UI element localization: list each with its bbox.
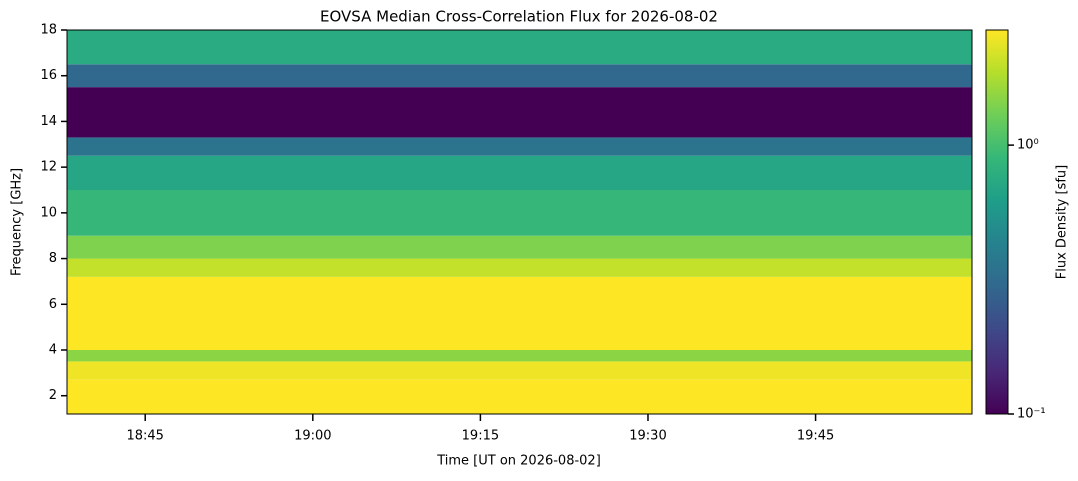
y-tick-label: 10 <box>40 205 57 220</box>
y-tick-label: 2 <box>49 388 57 403</box>
heatmap-cell <box>67 258 972 277</box>
colorbar-label: Flux Density [sfu] <box>1055 165 1070 279</box>
y-tick-label: 16 <box>40 68 57 83</box>
y-tick-label: 8 <box>49 251 57 266</box>
colorbar-tick-label: 10⁻¹ <box>1017 407 1046 422</box>
x-tick-label: 19:45 <box>797 429 834 444</box>
heatmap-cell <box>67 190 972 236</box>
y-tick-label: 12 <box>40 160 57 175</box>
chart-title: EOVSA Median Cross-Correlation Flux for … <box>320 8 718 26</box>
heatmap-cell <box>67 30 972 65</box>
x-tick-label: 19:30 <box>629 429 666 444</box>
y-tick-label: 18 <box>40 23 57 38</box>
colorbar <box>985 29 1009 415</box>
x-tick-label: 19:00 <box>294 429 331 444</box>
x-tick-label: 19:15 <box>462 429 499 444</box>
colorbar-tick-label: 10⁰ <box>1017 138 1039 153</box>
y-tick-label: 14 <box>40 114 57 129</box>
y-tick-label: 4 <box>49 343 57 358</box>
heatmap-cell <box>67 137 972 156</box>
heatmap-cell <box>67 361 972 380</box>
y-tick-label: 6 <box>49 297 57 312</box>
heatmap-cell <box>67 235 972 259</box>
heatmap-cell <box>67 379 972 414</box>
plot-frame <box>66 29 973 415</box>
x-tick-label: 18:45 <box>126 429 163 444</box>
heatmap-cell <box>67 276 972 350</box>
y-axis-label: Frequency [GHz] <box>10 168 25 276</box>
x-axis-label: Time [UT on 2026-08-02] <box>436 454 601 469</box>
heatmap-cell <box>67 87 972 138</box>
heatmap-cell <box>67 64 972 88</box>
heatmap-cell <box>67 155 972 190</box>
heatmap-cell <box>67 350 972 362</box>
